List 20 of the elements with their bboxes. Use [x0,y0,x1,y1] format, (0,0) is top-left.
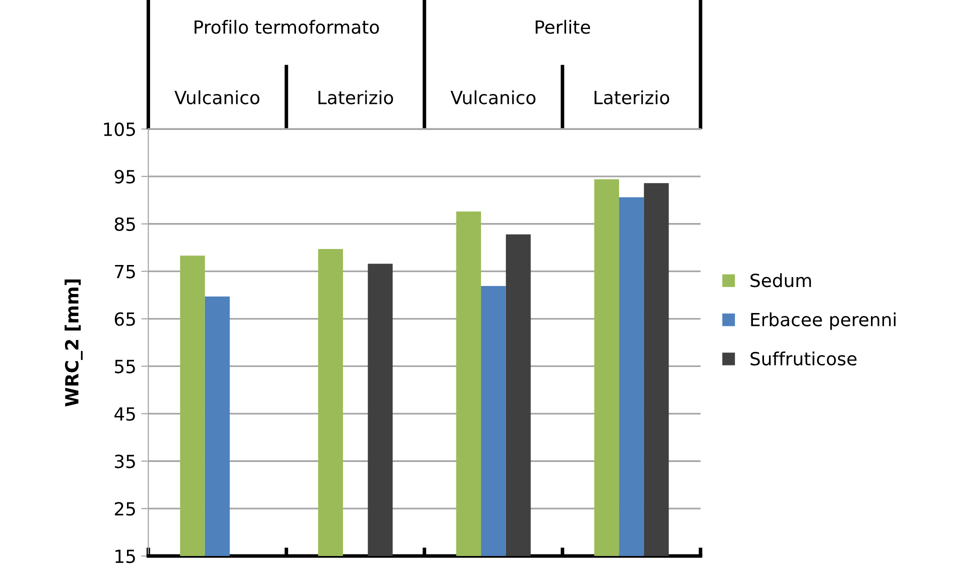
y-tick-label: 25 [114,502,135,516]
y-tick-label: 75 [115,265,135,278]
legend-label: Sedum [750,273,811,288]
y-tick-label: 35 [114,454,135,468]
y-tick-label: 65 [114,312,135,326]
y-tick-label: 105 [104,122,135,136]
x-tick-label: Vulcanico [174,90,260,104]
y-tick-label: 15 [116,550,135,564]
x-tick-label: Laterizio [318,90,394,104]
legend-label: Suffruticose [750,352,856,366]
x-tick-label: Vulcanico [450,90,536,104]
x-tick-label: Laterizio [594,90,670,104]
text: Perlite [536,20,590,34]
text: Profilo termoformato [194,20,379,34]
y-tick-label: 55 [114,360,135,374]
y-tick-label: 85 [114,217,135,231]
legend-label: Erbacee perenni [751,312,896,330]
y-tick-label: 45 [114,407,135,421]
y-axis-title: WRC_2 [mm] [64,280,83,406]
y-tick-label: 95 [114,170,135,184]
